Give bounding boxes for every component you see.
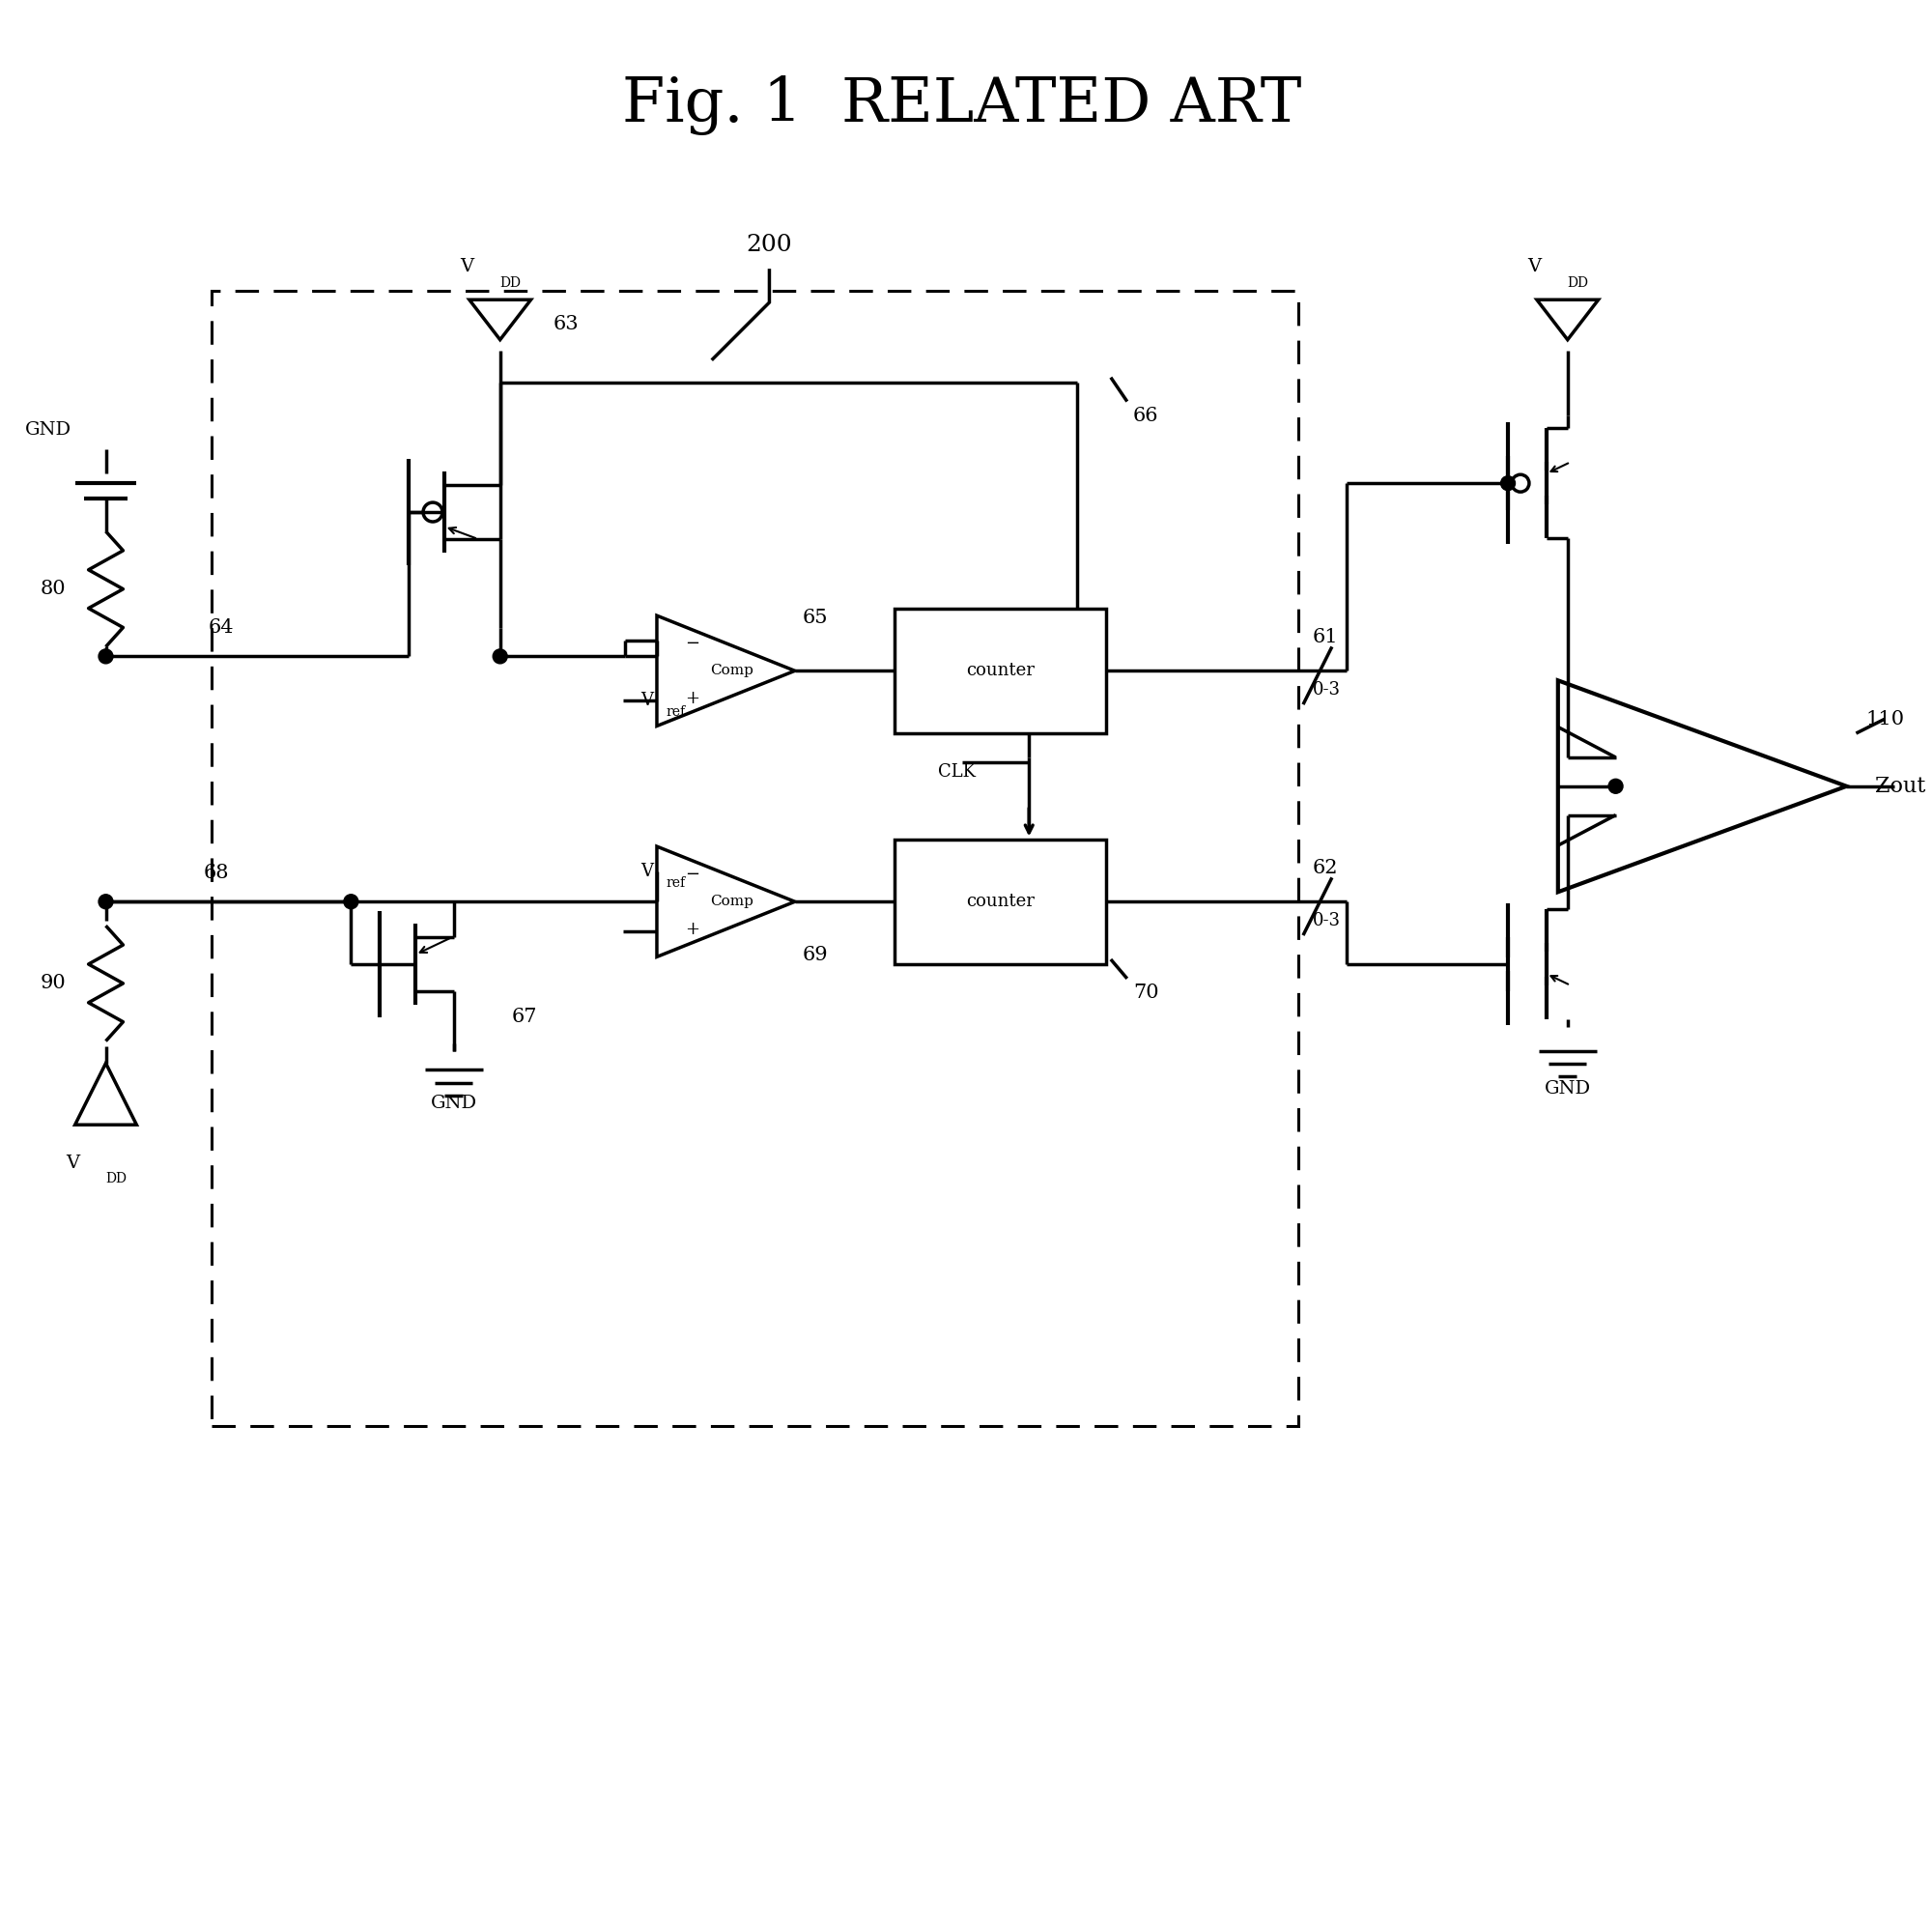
- Text: DD: DD: [500, 277, 522, 290]
- Text: 61: 61: [1312, 629, 1339, 646]
- Text: V: V: [460, 258, 473, 275]
- Text: 69: 69: [802, 946, 829, 963]
- Text: GND: GND: [25, 422, 71, 440]
- Bar: [213, 290, 1298, 1426]
- Text: Comp: Comp: [711, 663, 753, 678]
- Text: 64: 64: [209, 619, 234, 636]
- Circle shape: [344, 894, 357, 910]
- Text: Zout: Zout: [1876, 776, 1926, 797]
- Text: 62: 62: [1312, 858, 1339, 877]
- Text: 0-3: 0-3: [1312, 912, 1341, 929]
- Text: counter: counter: [966, 892, 1034, 910]
- Circle shape: [99, 894, 112, 910]
- Text: CLK: CLK: [939, 762, 976, 780]
- Text: counter: counter: [966, 661, 1034, 680]
- Text: 70: 70: [1132, 984, 1159, 1001]
- Text: 0-3: 0-3: [1312, 682, 1341, 699]
- Text: V: V: [639, 864, 653, 881]
- Text: 110: 110: [1866, 709, 1905, 728]
- Text: 80: 80: [41, 579, 66, 598]
- Text: +: +: [686, 921, 699, 938]
- Text: −: −: [686, 866, 699, 883]
- Text: 68: 68: [203, 864, 230, 883]
- Text: V: V: [66, 1154, 79, 1171]
- Text: 66: 66: [1132, 407, 1159, 424]
- Text: GND: GND: [431, 1095, 477, 1112]
- Text: +: +: [686, 690, 699, 707]
- Text: V: V: [639, 692, 653, 709]
- Bar: [895, 839, 1105, 965]
- Text: ref: ref: [667, 875, 686, 889]
- Text: −: −: [686, 634, 699, 652]
- Text: 63: 63: [553, 315, 580, 334]
- Circle shape: [99, 650, 112, 663]
- Text: 65: 65: [802, 610, 829, 627]
- Text: GND: GND: [1544, 1080, 1590, 1099]
- Text: Comp: Comp: [711, 894, 753, 908]
- Bar: [895, 608, 1105, 734]
- Circle shape: [1501, 476, 1515, 491]
- Text: DD: DD: [1567, 277, 1588, 290]
- Circle shape: [1609, 780, 1623, 793]
- Text: Fig. 1  RELATED ART: Fig. 1 RELATED ART: [622, 75, 1302, 136]
- Text: 90: 90: [41, 975, 66, 992]
- Circle shape: [493, 650, 508, 663]
- Text: ref: ref: [667, 705, 686, 719]
- Text: DD: DD: [106, 1171, 128, 1185]
- Text: 67: 67: [512, 1007, 537, 1026]
- Text: V: V: [1526, 258, 1542, 275]
- Text: 200: 200: [746, 233, 792, 256]
